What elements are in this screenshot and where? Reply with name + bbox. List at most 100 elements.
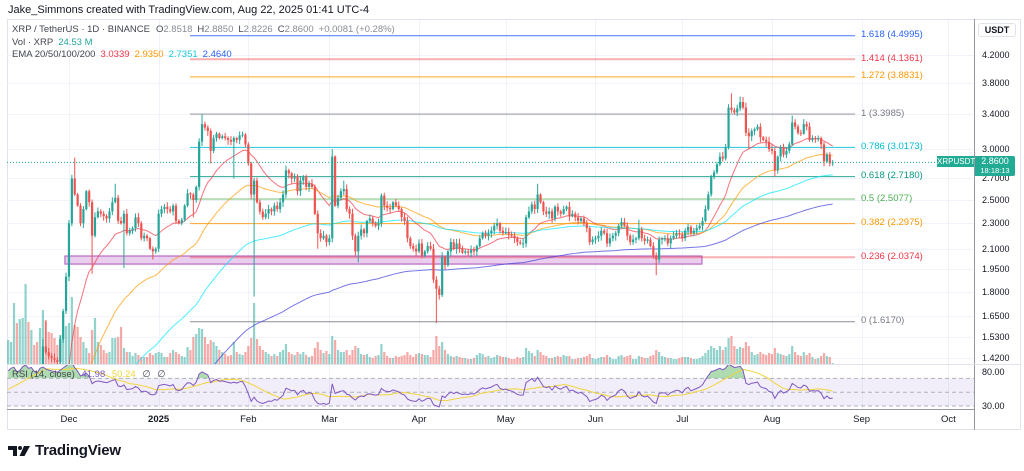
candle-body: [629, 235, 632, 243]
volume-bar: [669, 358, 672, 364]
candle-body: [299, 180, 302, 192]
volume-bar: [368, 357, 371, 364]
candle-body: [542, 202, 545, 212]
candle-body: [672, 235, 675, 239]
candle-body: [377, 223, 380, 226]
volume-bar: [215, 346, 218, 364]
volume-bar: [134, 353, 137, 364]
candle-body: [776, 156, 779, 171]
candle-body: [791, 122, 794, 145]
candle-body: [588, 228, 591, 243]
candle-body: [608, 238, 612, 244]
volume-bar: [131, 356, 134, 364]
volume-bar: [50, 333, 53, 364]
tradingview-logo[interactable]: TradingView: [8, 442, 121, 459]
volume-bar: [629, 355, 632, 364]
candle-body: [290, 173, 293, 179]
volume-bar: [354, 346, 357, 364]
legend-symbol-row: XRP / TetherUS · 1D · BINANCE O2.8518 H2…: [12, 24, 395, 37]
candle-body: [287, 170, 290, 174]
volume-bar: [247, 346, 250, 364]
volume-bar: [707, 350, 710, 364]
ohlc-high-key: H: [197, 24, 205, 35]
volume-value: 24.53 M: [58, 36, 93, 48]
volume-bar: [357, 348, 360, 364]
candle-body: [229, 139, 233, 142]
rsi-axis-label: 30.00: [982, 401, 1005, 411]
candle-body: [741, 101, 745, 108]
candle-body: [805, 124, 808, 127]
candle-body: [221, 136, 224, 139]
candle-body: [195, 186, 198, 200]
volume-bar: [796, 355, 800, 364]
volume-bar: [432, 350, 435, 364]
candle-body: [770, 149, 774, 151]
volume-bar: [224, 354, 227, 364]
volume-bar: [7, 340, 10, 364]
candle-body: [163, 206, 166, 210]
volume-bar: [820, 356, 823, 364]
candle-body: [510, 234, 513, 236]
volume-bar: [290, 354, 293, 364]
volume-bar: [258, 346, 261, 364]
ohlc-close: C2.8600: [278, 24, 314, 37]
candle-body: [334, 156, 337, 206]
volume-bar: [545, 356, 548, 364]
volume-bar: [811, 357, 814, 364]
candle-body: [209, 131, 212, 151]
volume-label: Vol · XRP: [12, 36, 54, 48]
candle-body: [785, 150, 788, 155]
candle-body: [305, 176, 308, 187]
candle-body: [782, 147, 785, 155]
volume-bar: [388, 358, 392, 364]
candle-body: [490, 230, 493, 234]
candle-body: [736, 108, 739, 113]
volume-bar: [203, 337, 207, 364]
time-axis-label: Apr: [411, 414, 427, 425]
candle-body: [258, 202, 261, 212]
candle-body: [605, 233, 609, 244]
candle-body: [649, 239, 652, 247]
volume-bar: [365, 354, 369, 364]
volume-bar: [597, 358, 600, 364]
candle-body: [253, 180, 256, 195]
volume-bar: [620, 355, 623, 364]
volume-bar: [296, 352, 299, 364]
volume-bar: [351, 350, 354, 364]
candle-body: [93, 217, 97, 236]
volume-bar: [739, 347, 742, 364]
price-axis-label: 1.8000: [982, 286, 1010, 297]
candle-body: [85, 191, 88, 210]
candle-body: [388, 207, 392, 210]
volume-bar: [686, 357, 690, 364]
volume-bar: [652, 355, 655, 364]
candle-body: [50, 356, 53, 359]
candle-body: [276, 205, 279, 210]
volume-bar: [762, 354, 765, 364]
candle-body: [212, 138, 215, 151]
candle-body: [302, 176, 305, 181]
candle-body: [611, 235, 614, 239]
candle-body: [342, 189, 345, 192]
volume-bar: [122, 348, 126, 364]
volume-bar: [111, 338, 114, 364]
candle-body: [825, 154, 829, 162]
candle-body: [574, 213, 577, 218]
price-tag-value: 2.8600: [981, 156, 1009, 166]
volume-bar: [192, 337, 195, 364]
volume-bar: [229, 355, 233, 364]
volume-bar: [585, 356, 588, 364]
volume-bar: [759, 352, 762, 364]
candle-body: [325, 235, 328, 243]
volume-bar: [12, 303, 16, 364]
volume-bar: [302, 352, 305, 364]
rsi-overbought-fill: [8, 365, 745, 379]
volume-bar: [507, 358, 510, 364]
volume-bar: [218, 350, 221, 364]
fib-label-0.236: 0.236 (2.0374): [861, 250, 923, 262]
volume-bar: [562, 355, 565, 364]
candle-body: [218, 133, 221, 139]
candle-body: [105, 216, 108, 219]
candle-body: [322, 235, 325, 239]
candle-body: [154, 248, 157, 252]
